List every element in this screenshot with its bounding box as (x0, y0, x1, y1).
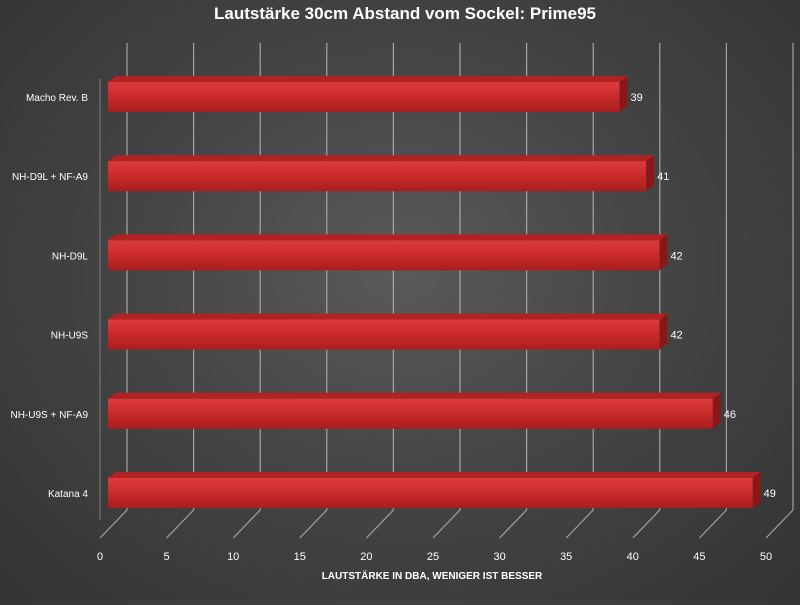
bar-5 (108, 472, 761, 508)
chart-title: Lautstärke 30cm Abstand vom Sockel: Prim… (214, 4, 596, 23)
bar-front-face (108, 478, 753, 508)
category-label: Katana 4 (48, 489, 88, 500)
gridline-floor-15 (299, 509, 328, 539)
bar-top-face (108, 392, 721, 399)
bar-front-face (108, 82, 620, 112)
bar-top-face (108, 155, 655, 162)
bar-side-face (646, 155, 655, 192)
gridline-floor-25 (432, 509, 461, 539)
category-label: NH-D9L (52, 251, 89, 262)
x-tick-label: 10 (227, 551, 239, 563)
bar-1 (108, 155, 655, 192)
gridline-floor-30 (499, 509, 528, 539)
x-tick-label: 50 (760, 551, 772, 563)
x-tick-label: 45 (693, 551, 705, 563)
gridlines (99, 43, 794, 539)
x-tick-label: 20 (360, 551, 372, 563)
bar-front-face (108, 398, 713, 429)
data-label: 42 (670, 250, 682, 262)
category-label: NH-U9S (51, 331, 89, 342)
x-tick-label: 30 (493, 551, 505, 563)
bar-side-face (659, 234, 668, 271)
gridline-floor-10 (232, 509, 261, 539)
bar-3 (108, 313, 668, 350)
bar-side-face (619, 76, 628, 112)
data-label: 39 (630, 92, 642, 104)
gridline-floor-50 (765, 509, 794, 539)
category-label: NH-D9L + NF-A9 (12, 172, 88, 183)
bar-front-face (108, 319, 660, 350)
bar-top-face (108, 313, 668, 320)
x-tick-label: 0 (97, 551, 103, 563)
bar-0 (108, 76, 628, 112)
x-axis-title: LAUTSTÄRKE IN DBA, WENIGER IST BESSER (322, 569, 543, 582)
gridline-floor-5 (166, 509, 195, 539)
x-tick-label: 15 (294, 551, 306, 563)
gridline-floor-0 (99, 509, 128, 539)
gridline-floor-45 (698, 509, 727, 539)
bar-top-face (108, 76, 628, 82)
bar-front-face (108, 240, 660, 271)
gridline-floor-20 (365, 509, 394, 539)
bar-side-face (659, 313, 668, 350)
bars (108, 76, 761, 508)
bar-top-face (108, 472, 761, 478)
x-tick-label: 5 (164, 551, 170, 563)
labels: 0 5 10 15 20 25 30 35 40 45 50 39 Macho Rev. B 41 NH-D… (10, 92, 775, 563)
bar-4 (108, 392, 721, 429)
data-label: 49 (764, 488, 776, 500)
data-label: 42 (670, 330, 682, 342)
x-tick-label: 35 (560, 551, 572, 563)
bar-side-face (752, 472, 761, 508)
gridline-floor-35 (565, 509, 594, 539)
data-label: 41 (657, 171, 669, 183)
x-tick-label: 40 (627, 551, 639, 563)
x-tick-label: 25 (427, 551, 439, 563)
category-label: Macho Rev. B (26, 93, 88, 104)
bar-2 (108, 234, 668, 271)
bar-top-face (108, 234, 668, 241)
bar-side-face (712, 392, 721, 429)
gridline-floor-40 (632, 509, 661, 539)
bar-front-face (108, 161, 647, 192)
data-label: 46 (724, 409, 736, 421)
category-label: NH-U9S + NF-A9 (10, 410, 88, 421)
